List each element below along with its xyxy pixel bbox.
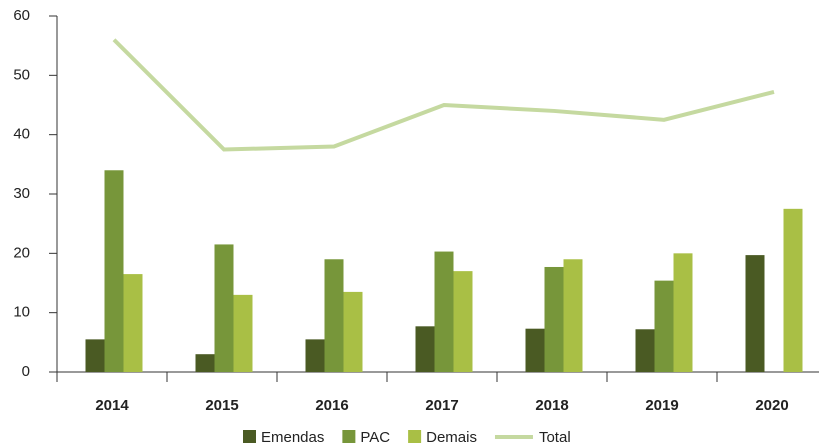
bar [635,329,655,372]
bar [563,259,583,372]
bar [544,266,564,372]
bar [415,326,435,372]
legend-swatch [342,430,356,443]
y-tick-label: 40 [13,126,30,143]
bar [434,251,454,372]
y-tick-label: 60 [13,7,30,24]
bar [195,354,215,372]
legend-label: Demais [426,429,477,446]
y-tick-label: 50 [13,66,30,83]
bar [745,255,765,372]
bar [85,339,105,372]
bar [214,244,234,372]
bar [233,294,253,372]
bar [783,208,803,372]
line [112,38,775,152]
x-tick-label: 2019 [645,397,678,414]
bar [525,328,545,372]
legend-swatch [243,430,256,443]
bar [673,253,693,372]
bar [343,291,363,372]
y-tick-label: 10 [13,304,30,321]
x-tick-label: 2015 [205,397,238,414]
y-tick-label: 30 [13,185,30,202]
legend-swatch [408,430,422,443]
y-tick-label: 20 [13,244,30,261]
bar [123,274,143,372]
bar [305,339,325,372]
bar [453,271,473,372]
bar [654,280,674,372]
legend-label: Emendas [261,429,324,446]
x-tick-label: 2014 [95,397,129,414]
legend-label: PAC [360,429,390,446]
y-tick-label: 0 [22,363,30,380]
bar [324,259,344,372]
x-tick-label: 2016 [315,397,348,414]
x-tick-label: 2020 [755,397,788,414]
legend-label: Total [539,429,571,446]
x-tick-label: 2018 [535,397,568,414]
x-tick-label: 2017 [425,397,458,414]
bar [104,170,124,372]
